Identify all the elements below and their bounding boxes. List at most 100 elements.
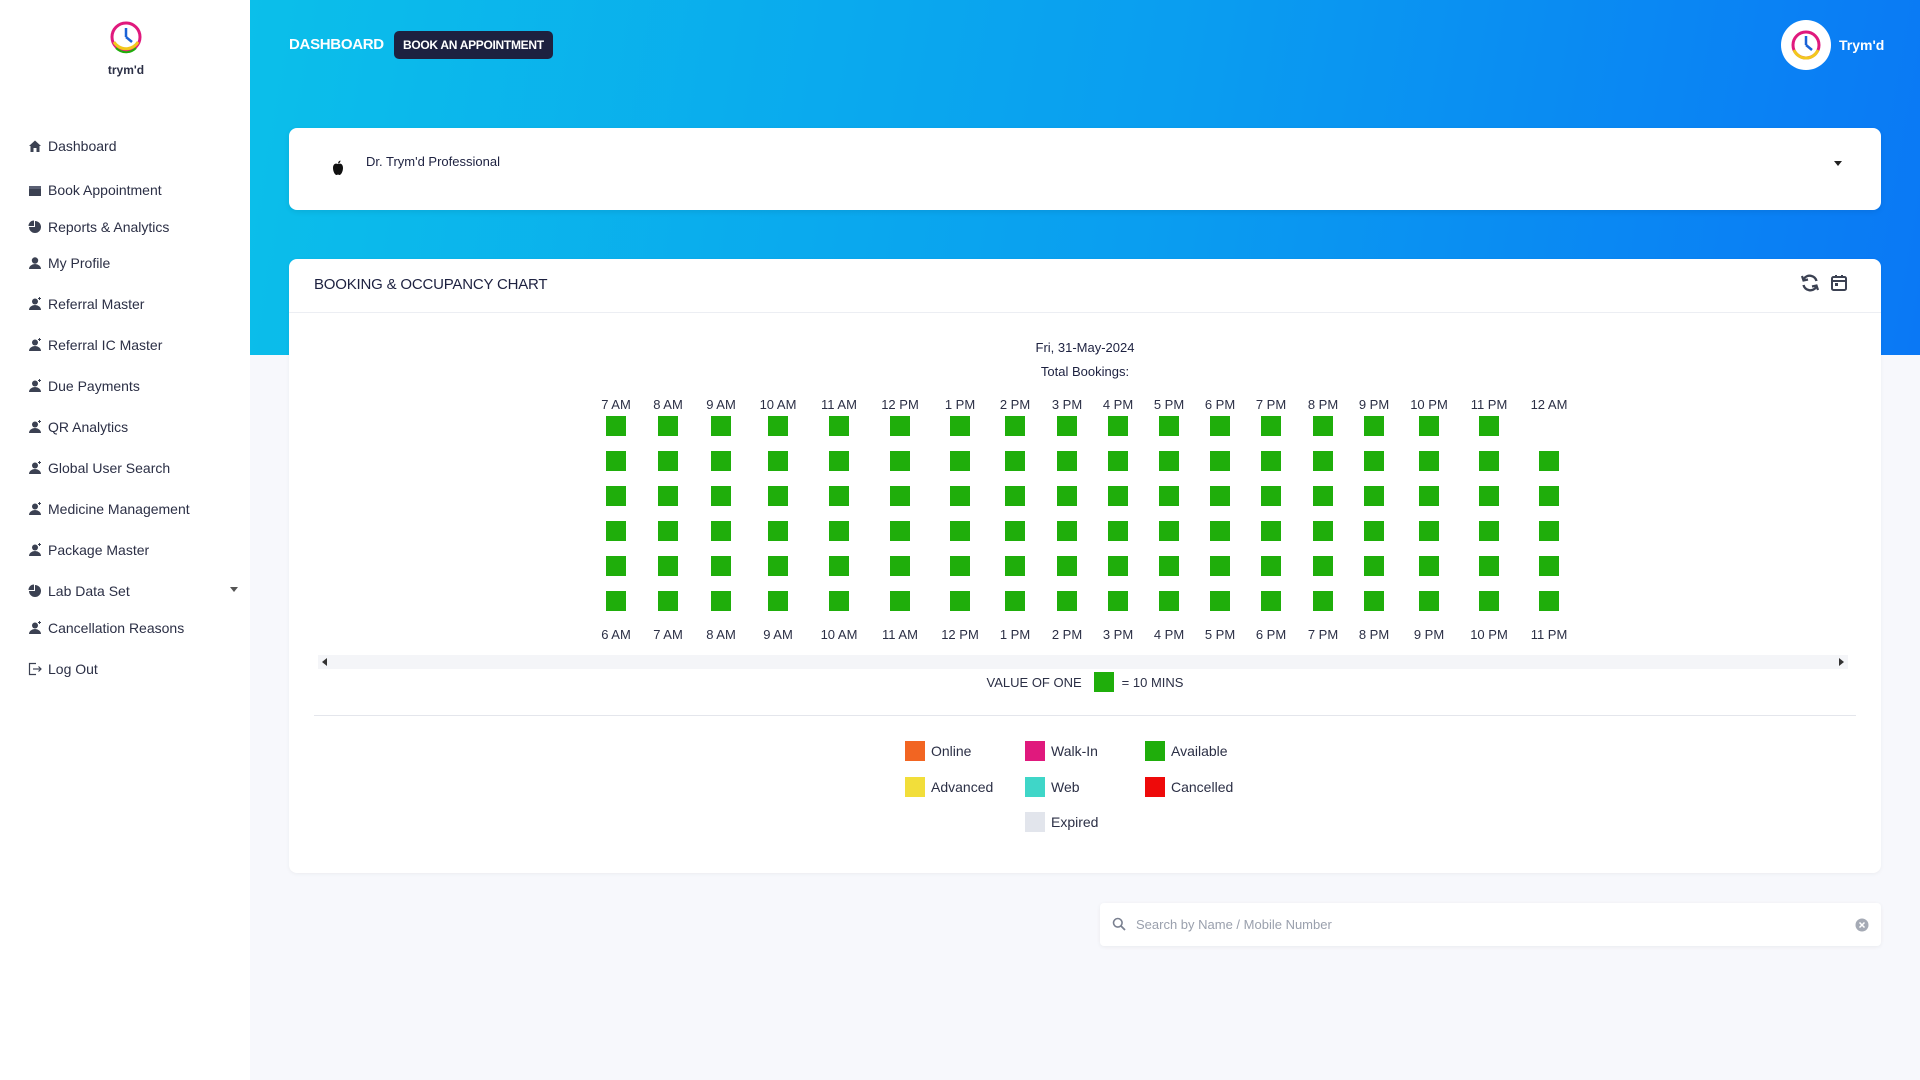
time-slot-available[interactable] <box>711 521 731 541</box>
time-slot-available[interactable] <box>768 591 788 611</box>
time-slot-available[interactable] <box>1364 556 1384 576</box>
time-slot-available[interactable] <box>1159 486 1179 506</box>
time-slot-available[interactable] <box>950 521 970 541</box>
time-slot-available[interactable] <box>890 416 910 436</box>
time-slot-available[interactable] <box>1419 486 1439 506</box>
time-slot-available[interactable] <box>829 486 849 506</box>
scroll-right-icon[interactable] <box>1839 658 1844 666</box>
time-slot-available[interactable] <box>1261 486 1281 506</box>
time-slot-available[interactable] <box>658 591 678 611</box>
sidebar-item-global-user-search[interactable]: Global User Search <box>28 456 238 480</box>
time-slot-available[interactable] <box>606 556 626 576</box>
time-slot-available[interactable] <box>1313 416 1333 436</box>
time-slot-available[interactable] <box>1539 556 1559 576</box>
time-slot-available[interactable] <box>1005 486 1025 506</box>
sidebar-item-package-master[interactable]: Package Master <box>28 538 238 562</box>
time-slot-available[interactable] <box>890 451 910 471</box>
sidebar-item-referral-master[interactable]: Referral Master <box>28 292 238 316</box>
time-slot-available[interactable] <box>1159 451 1179 471</box>
time-slot-available[interactable] <box>1313 591 1333 611</box>
time-slot-available[interactable] <box>1364 486 1384 506</box>
sidebar-item-my-profile[interactable]: My Profile <box>28 251 238 275</box>
time-slot-available[interactable] <box>1479 521 1499 541</box>
sidebar-item-reports-analytics[interactable]: Reports & Analytics <box>28 215 238 239</box>
breadcrumb[interactable]: DASHBOARD <box>289 36 384 53</box>
time-slot-available[interactable] <box>890 556 910 576</box>
time-slot-available[interactable] <box>950 556 970 576</box>
time-slot-available[interactable] <box>768 486 788 506</box>
time-slot-available[interactable] <box>658 556 678 576</box>
time-slot-available[interactable] <box>658 486 678 506</box>
time-slot-available[interactable] <box>1419 591 1439 611</box>
time-slot-available[interactable] <box>1261 416 1281 436</box>
time-slot-available[interactable] <box>1313 556 1333 576</box>
time-slot-available[interactable] <box>950 486 970 506</box>
time-slot-available[interactable] <box>606 486 626 506</box>
time-slot-available[interactable] <box>1108 416 1128 436</box>
doctor-select[interactable]: Dr. Trym'd Professional <box>289 128 1881 210</box>
time-slot-available[interactable] <box>1364 451 1384 471</box>
time-slot-available[interactable] <box>1479 591 1499 611</box>
time-slot-available[interactable] <box>606 416 626 436</box>
time-slot-available[interactable] <box>1479 451 1499 471</box>
time-slot-available[interactable] <box>1210 521 1230 541</box>
time-slot-available[interactable] <box>1159 416 1179 436</box>
time-slot-available[interactable] <box>1364 591 1384 611</box>
time-slot-available[interactable] <box>711 416 731 436</box>
time-slot-available[interactable] <box>768 451 788 471</box>
time-slot-available[interactable] <box>890 486 910 506</box>
time-slot-available[interactable] <box>606 521 626 541</box>
search-input[interactable] <box>1136 911 1836 937</box>
time-slot-available[interactable] <box>829 416 849 436</box>
time-slot-available[interactable] <box>1057 416 1077 436</box>
time-slot-available[interactable] <box>1210 486 1230 506</box>
time-slot-available[interactable] <box>1210 451 1230 471</box>
time-slot-available[interactable] <box>1261 556 1281 576</box>
time-slot-available[interactable] <box>1261 591 1281 611</box>
time-slot-available[interactable] <box>711 451 731 471</box>
scroll-left-icon[interactable] <box>322 658 327 666</box>
chevron-down-icon[interactable] <box>1834 161 1842 166</box>
time-slot-available[interactable] <box>711 486 731 506</box>
avatar[interactable] <box>1781 20 1831 70</box>
time-slot-available[interactable] <box>1419 451 1439 471</box>
time-slot-available[interactable] <box>1313 521 1333 541</box>
sidebar-item-lab-data-set[interactable]: Lab Data Set <box>28 579 238 603</box>
time-slot-available[interactable] <box>1005 521 1025 541</box>
time-slot-available[interactable] <box>1539 521 1559 541</box>
refresh-icon[interactable] <box>1799 272 1821 294</box>
time-slot-available[interactable] <box>1313 451 1333 471</box>
time-slot-available[interactable] <box>1057 521 1077 541</box>
time-slot-available[interactable] <box>1159 556 1179 576</box>
sidebar-item-dashboard[interactable]: Dashboard <box>28 134 238 158</box>
time-slot-available[interactable] <box>1479 416 1499 436</box>
time-slot-available[interactable] <box>1419 416 1439 436</box>
sidebar-item-cancellation-reasons[interactable]: Cancellation Reasons <box>28 616 238 640</box>
time-slot-available[interactable] <box>950 591 970 611</box>
time-slot-available[interactable] <box>1313 486 1333 506</box>
time-slot-available[interactable] <box>1108 556 1128 576</box>
time-slot-available[interactable] <box>890 591 910 611</box>
time-slot-available[interactable] <box>1108 521 1128 541</box>
time-slot-available[interactable] <box>829 451 849 471</box>
sidebar-item-medicine-management[interactable]: Medicine Management <box>28 497 238 521</box>
time-slot-available[interactable] <box>1419 556 1439 576</box>
time-slot-available[interactable] <box>768 556 788 576</box>
time-slot-available[interactable] <box>606 591 626 611</box>
time-slot-available[interactable] <box>1261 521 1281 541</box>
time-slot-available[interactable] <box>1057 556 1077 576</box>
chart-scrollbar[interactable] <box>318 655 1848 669</box>
time-slot-available[interactable] <box>1159 591 1179 611</box>
time-slot-available[interactable] <box>1057 451 1077 471</box>
time-slot-available[interactable] <box>1210 416 1230 436</box>
time-slot-available[interactable] <box>1539 591 1559 611</box>
time-slot-available[interactable] <box>1005 451 1025 471</box>
logo[interactable]: trym'd <box>104 20 148 77</box>
time-slot-available[interactable] <box>1364 521 1384 541</box>
time-slot-available[interactable] <box>1057 486 1077 506</box>
sidebar-item-log-out[interactable]: Log Out <box>28 657 238 681</box>
time-slot-available[interactable] <box>1261 451 1281 471</box>
time-slot-available[interactable] <box>711 591 731 611</box>
calendar-icon[interactable] <box>1828 272 1850 294</box>
time-slot-available[interactable] <box>1210 591 1230 611</box>
